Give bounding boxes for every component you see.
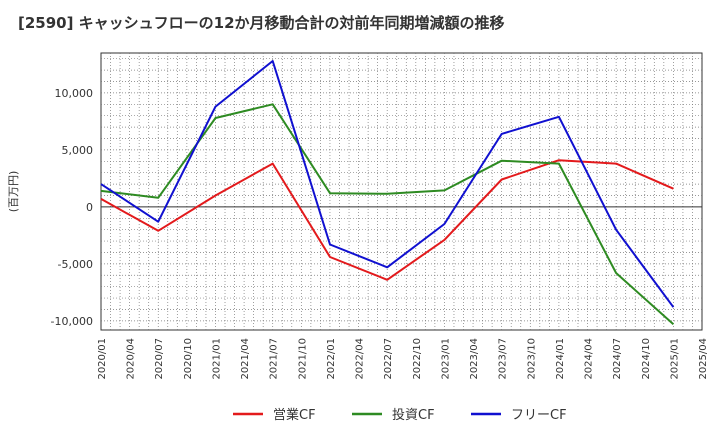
legend: 営業CF 投資CF フリーCF [233,407,567,423]
x-tick-label: 2023/01 [440,338,451,380]
x-tick-label: 2023/07 [498,338,509,380]
x-tick-label: 2024/07 [612,338,623,380]
y-tick-label: 0 [86,201,93,214]
x-tick-label: 2024/04 [584,338,595,380]
x-tick-label: 2023/10 [526,338,537,380]
y-tick-label: -5,000 [58,258,93,271]
y-tick-label: 10,000 [55,87,94,100]
x-tick-label: 2025/01 [669,338,680,380]
y-tick-label: -10,000 [51,315,93,328]
x-tick-label: 2021/04 [240,338,251,380]
x-tick-label: 2022/01 [326,338,337,380]
x-tick-label: 2020/10 [183,338,194,380]
x-tick-label: 2020/01 [97,338,108,380]
x-tick-label: 2020/04 [126,338,137,380]
axes: -10,000 -5,000 0 5,000 10,000 2020/01 2020/04 2… [7,87,709,380]
series-line [100,159,674,281]
series-line [100,60,675,308]
x-tick-label: 2024/01 [555,338,566,380]
series-lines [100,60,675,326]
x-tick-label: 2022/10 [412,338,423,380]
legend-label: 投資CF [392,407,435,423]
y-tick-label: 5,000 [62,144,94,157]
x-tick-label: 2021/07 [269,338,280,380]
grid [100,52,703,331]
y-axis-label: (百万円) [7,171,20,213]
x-tick-label: 2020/07 [154,338,165,380]
x-tick-label: 2023/04 [469,338,480,380]
x-tick-label: 2021/01 [211,338,222,380]
x-tick-label: 2022/07 [383,338,394,380]
legend-label: 営業CF [273,407,316,423]
x-tick-label: 2025/04 [698,338,709,380]
plot-area [100,52,703,331]
legend-label: フリーCF [511,408,567,423]
x-tick-label: 2022/04 [355,338,366,380]
chart-title: [2590] キャッシュフローの12か月移動合計の対前年同期増減額の推移 [18,14,505,32]
x-tick-label: 2024/10 [641,338,652,380]
x-tick-label: 2021/10 [297,338,308,380]
